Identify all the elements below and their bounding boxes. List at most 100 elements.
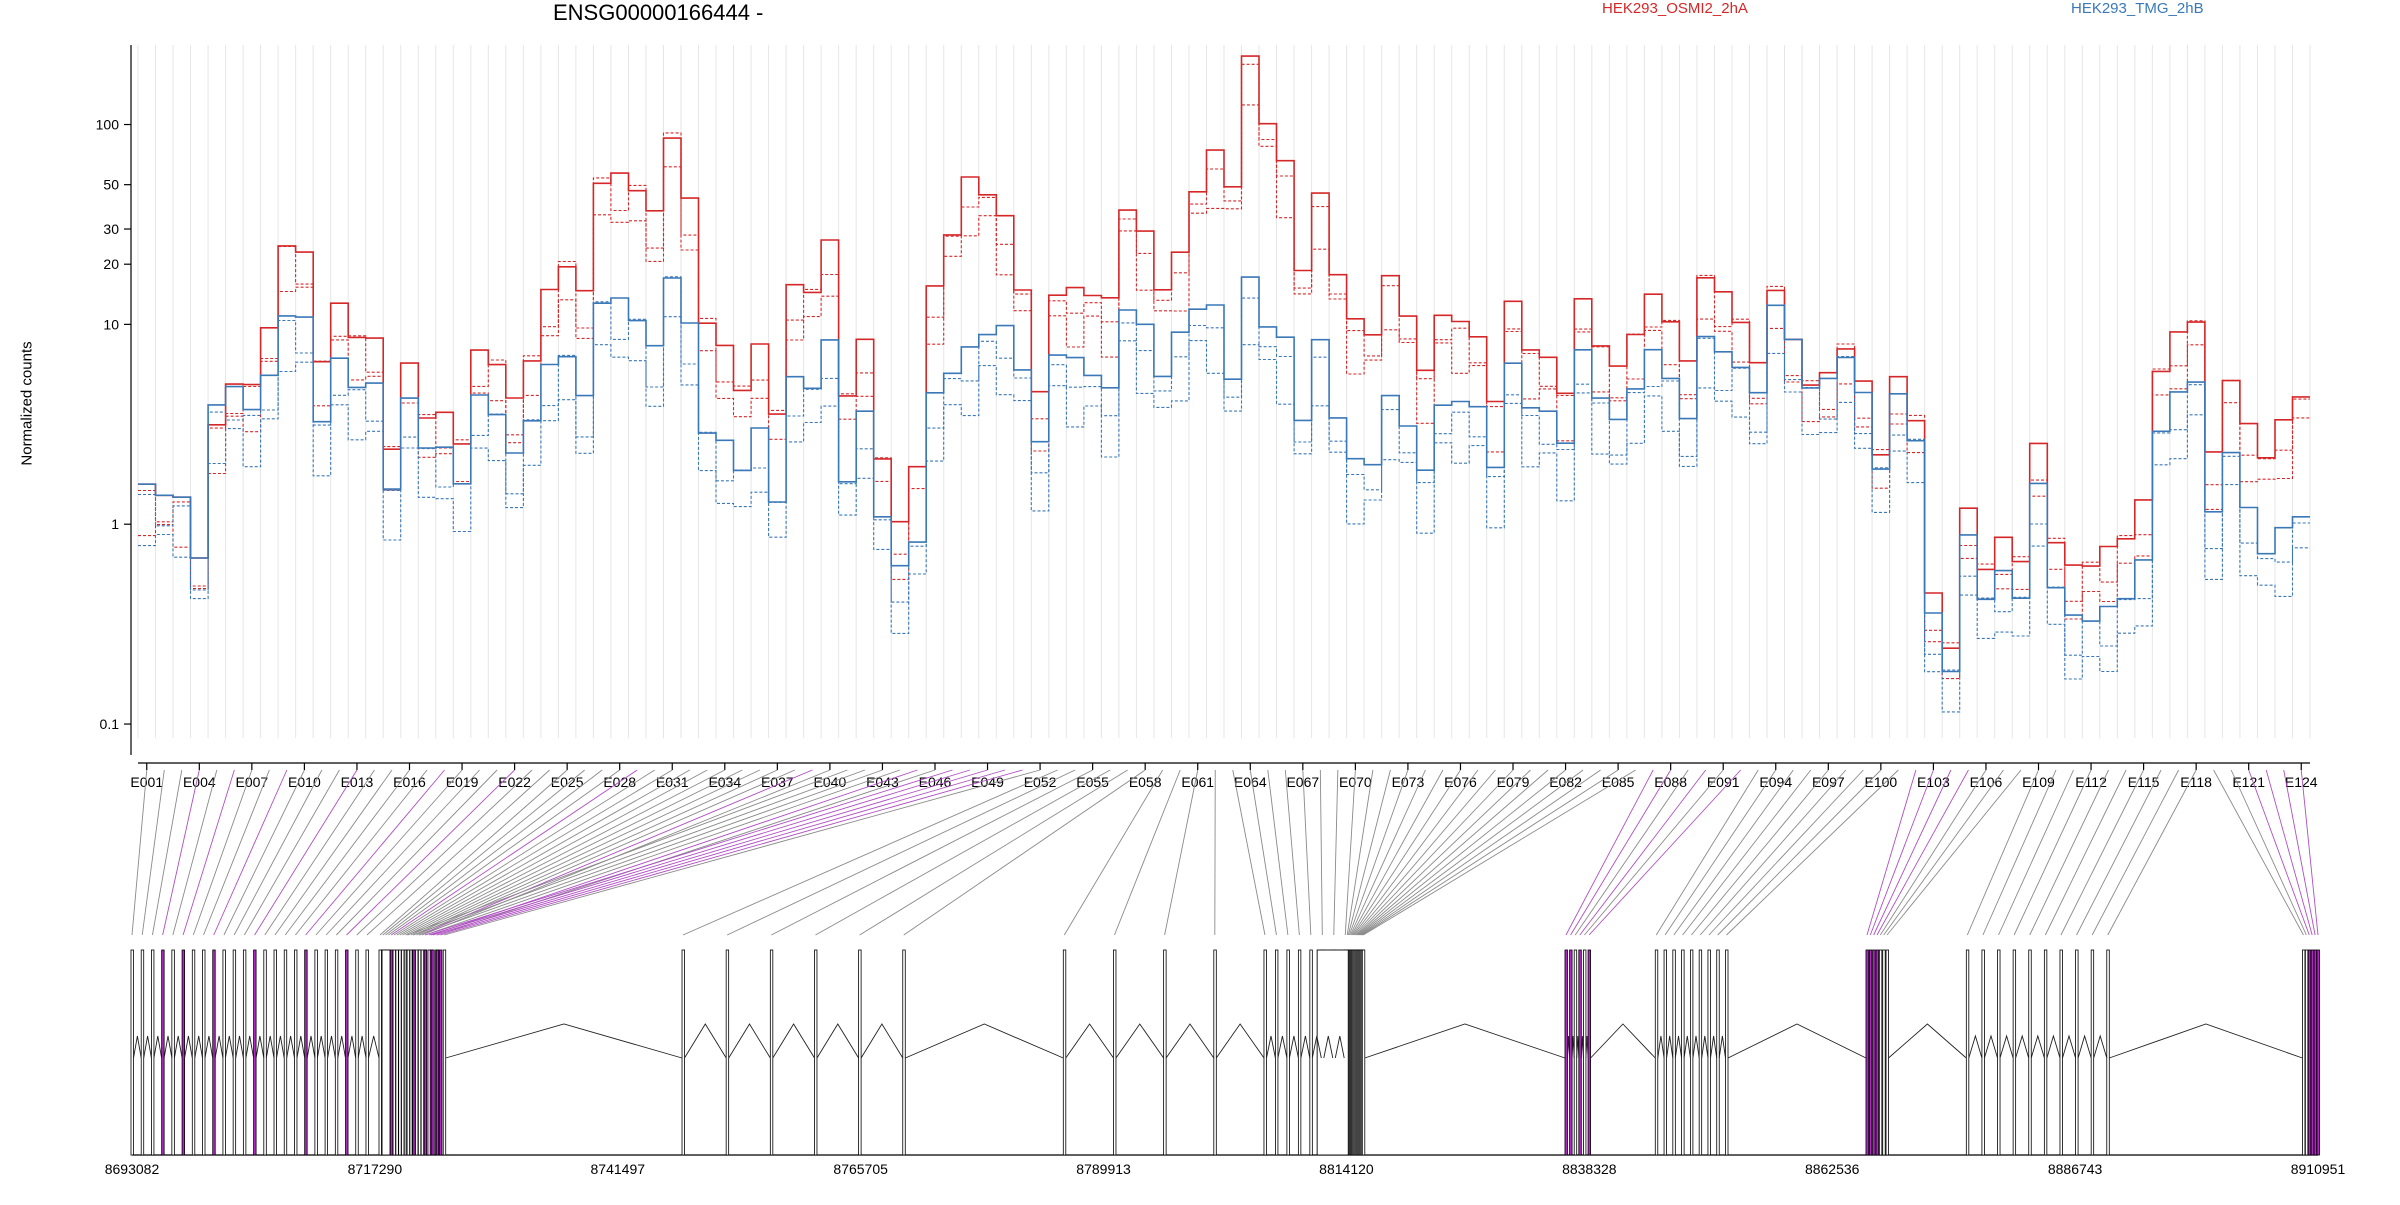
exon-block [814, 950, 817, 1155]
exon-block [382, 950, 390, 1155]
x-tick-label: E058 [1129, 774, 1162, 790]
exon-block [182, 950, 185, 1155]
intron-line [1216, 1024, 1264, 1058]
exon-block [233, 950, 236, 1155]
connector-line [1268, 770, 1288, 935]
y-tick-label: 30 [103, 221, 119, 237]
exon-block [2314, 950, 2317, 1155]
connector-line [433, 770, 988, 935]
x-tick-label: E064 [1234, 774, 1267, 790]
x-tick-label: E007 [236, 774, 269, 790]
exon-block [2317, 950, 2320, 1155]
exon-block [243, 950, 246, 1155]
exon-block [192, 950, 195, 1155]
intron-line [328, 1036, 336, 1058]
intron-line [1278, 1036, 1287, 1058]
exon-block [418, 950, 421, 1155]
genome-tick-label: 8838328 [1562, 1161, 1617, 1177]
connector-line [1250, 770, 1276, 935]
exon-block [131, 950, 134, 1155]
intron-line [1728, 1024, 1866, 1058]
connector-line [419, 770, 882, 935]
intron-line [1719, 1036, 1725, 1058]
exon-block [223, 950, 226, 1155]
intron-line [246, 1036, 254, 1058]
exon-block [356, 950, 359, 1155]
x-tick-label: E121 [2232, 774, 2265, 790]
exon-block [432, 950, 435, 1155]
connector-line [2284, 770, 2315, 935]
exon-block [770, 950, 773, 1155]
connector-line [295, 770, 427, 935]
intron-line [817, 1024, 859, 1058]
legend-entry-tmg: HEK293_TMG_2hB [2071, 0, 2204, 17]
connector-line [727, 770, 1075, 935]
exon-block [254, 950, 257, 1155]
connector-line [1700, 770, 1846, 935]
intron-line [1116, 1024, 1164, 1058]
intron-line [287, 1036, 295, 1058]
exon-block [213, 950, 216, 1155]
y-tick-label: 1 [111, 516, 119, 532]
exon-block [1214, 950, 1217, 1155]
connector-line [860, 770, 1128, 935]
connector-line [1709, 770, 1863, 935]
x-tick-label: E124 [2285, 774, 2318, 790]
connector-line [1874, 770, 1951, 935]
exon-block [274, 950, 277, 1155]
intron-line [266, 1036, 274, 1058]
intron-line [317, 1036, 325, 1058]
genome-tick-label: 8741497 [591, 1161, 646, 1177]
exon-block [1063, 950, 1066, 1155]
connector-line [1880, 770, 1986, 935]
exon-block [1583, 950, 1586, 1155]
intron-line [195, 1036, 203, 1058]
connector-line [173, 770, 217, 935]
connector-line [255, 770, 357, 935]
intron-line [256, 1036, 264, 1058]
exon-block [1717, 950, 1720, 1155]
intron-line [174, 1036, 182, 1058]
intron-line [685, 1024, 727, 1058]
connector-line [1360, 770, 1583, 935]
exon-block [2107, 950, 2110, 1155]
genome-tick-label: 8789913 [1076, 1161, 1131, 1177]
connector-line [2030, 770, 2109, 935]
intron-line [1969, 1036, 1982, 1058]
exon-block [1873, 950, 1876, 1155]
exon-block [1310, 950, 1313, 1155]
x-tick-label: E109 [2022, 774, 2055, 790]
exon-block [393, 950, 396, 1155]
intron-line [134, 1036, 142, 1058]
exon-block [1866, 950, 1869, 1155]
intron-line [1365, 1024, 1565, 1058]
x-tick-label: E001 [130, 774, 163, 790]
connector-line [1580, 770, 1706, 935]
intron-line [729, 1024, 771, 1058]
exon-block [436, 950, 439, 1155]
exon-block [203, 950, 206, 1155]
connector-line [1983, 770, 2056, 935]
connector-line [316, 770, 462, 935]
connector-line [265, 770, 375, 935]
y-tick-label: 50 [103, 177, 119, 193]
exon-block [1298, 950, 1301, 1155]
exon-block [399, 950, 402, 1155]
genome-tick-label: 8886743 [2048, 1161, 2103, 1177]
intron-line [225, 1036, 233, 1058]
connector-line [1334, 770, 1338, 935]
intron-line [297, 1036, 305, 1058]
exon-block [141, 950, 144, 1155]
intron-line [236, 1036, 244, 1058]
connector-line [1727, 770, 1899, 935]
exon-block [1982, 950, 1985, 1155]
exon-block [2311, 950, 2314, 1155]
y-tick-label: 10 [103, 316, 119, 332]
intron-line [215, 1036, 223, 1058]
intron-line [773, 1024, 815, 1058]
connector-line [1349, 770, 1408, 935]
exon-block [413, 950, 416, 1155]
connector-line [1589, 770, 1741, 935]
connector-line [1354, 770, 1478, 935]
